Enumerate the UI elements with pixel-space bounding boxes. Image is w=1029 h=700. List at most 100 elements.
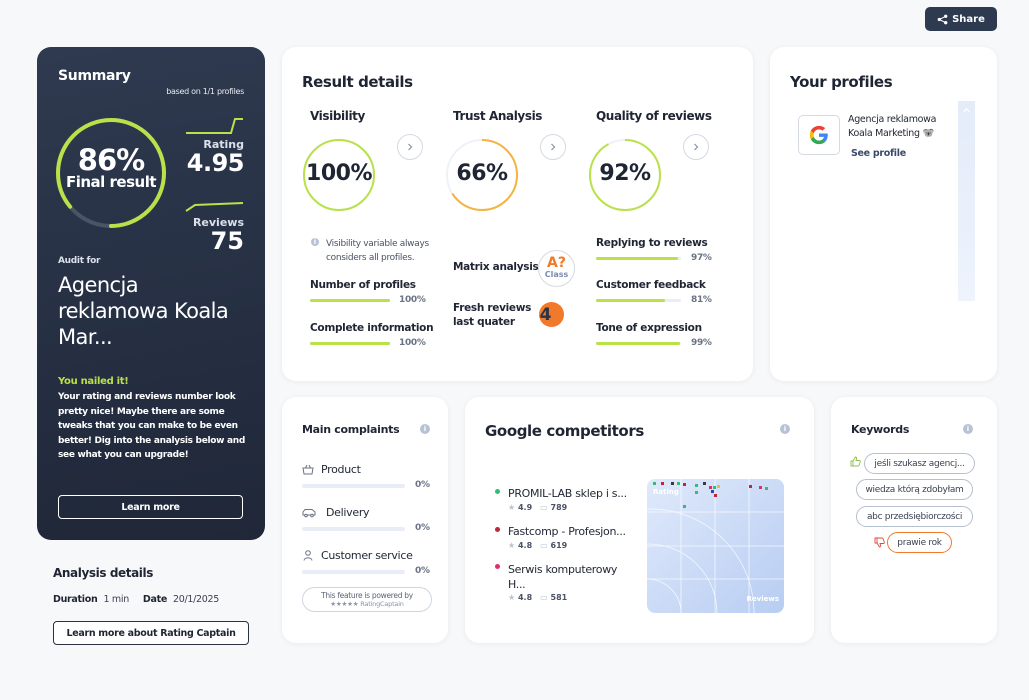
customer-feedback-label: Customer feedback [596, 279, 706, 291]
complete-information-bar [310, 342, 390, 345]
keywords-card: Keywords i jeśli szukasz agencj... wiedz… [831, 397, 997, 643]
keyword-chip-positive[interactable]: jeśli szukasz agencj... [864, 453, 975, 474]
learn-more-button[interactable]: Learn more [58, 495, 243, 519]
reviews-label: Reviews [192, 216, 244, 229]
competitor-dot [495, 564, 500, 569]
replying-label: Replying to reviews [596, 237, 708, 249]
visibility-title: Visibility [310, 109, 365, 123]
competitor-meta: ★ 4.9 ▭ 789 [508, 503, 567, 512]
competitor-reviews: 619 [550, 541, 568, 550]
keyword-chip-positive[interactable]: wiedza którą zdobyłam [856, 479, 973, 500]
share-label: Share [952, 13, 985, 25]
competitor-meta: ★ 4.8 ▭ 619 [508, 541, 567, 550]
quality-gauge [589, 139, 661, 211]
final-result-percent: 86% [77, 143, 145, 177]
complaint-pct: 0% [415, 523, 430, 533]
tone-label: Tone of expression [596, 322, 702, 334]
summary-card: Summary based on 1/1 profiles 86% Final … [37, 47, 265, 540]
info-icon[interactable]: i [963, 424, 973, 434]
visibility-note: Visibility variable always considers all… [326, 239, 429, 263]
date-value: 20/1/2025 [173, 594, 220, 605]
info-icon[interactable]: i [780, 424, 790, 434]
fresh-reviews-value: 4 [539, 302, 564, 327]
duration-value: 1 min [103, 594, 129, 605]
chevron-right-icon [408, 143, 413, 151]
competitor-reviews: 789 [550, 503, 568, 512]
reviews-value: 75 [210, 227, 244, 255]
chevron-right-icon [551, 143, 556, 151]
complaint-pct: 0% [415, 566, 430, 576]
competitor-name: Serwis komputerowy H... [508, 563, 618, 591]
google-competitors-title: Google competitors [485, 422, 644, 440]
visibility-details-button[interactable] [397, 134, 423, 160]
matrix-grade: A? [547, 255, 566, 271]
duration-label: Duration [53, 594, 98, 605]
trust-gauge [446, 139, 518, 211]
google-icon [798, 115, 840, 155]
audited-company-name: Agencja reklamowa Koala Mar... [58, 273, 229, 349]
complaint-bar [302, 527, 405, 531]
final-result-label: Final result [65, 173, 157, 191]
customer-feedback-bar [596, 299, 665, 302]
your-profiles-card: Your profiles Agencja reklamowa Koala Ma… [770, 47, 997, 381]
rating-trend-icon [186, 118, 243, 134]
competitor-reviews: 581 [550, 593, 568, 602]
thumbs-up-icon [850, 456, 861, 467]
comment-icon: ▭ [540, 541, 548, 550]
final-result-gauge [56, 118, 166, 228]
fresh-reviews-label: Fresh reviews last quater [453, 302, 532, 328]
main-complaints-card: Main complaints i Product 0% Delivery 0%… [282, 397, 448, 643]
quality-percent: 92% [599, 161, 651, 186]
result-details-card: Result details Visibility 100% i Visibil… [282, 47, 753, 381]
summary-title: Summary [58, 68, 131, 84]
profile-name: Agencja reklamowa Koala Marketing 🐨 [848, 114, 937, 139]
info-icon: i [311, 238, 319, 246]
share-button[interactable]: Share [925, 7, 997, 31]
competitor-dot [495, 527, 500, 532]
trust-percent: 66% [456, 161, 508, 186]
quality-details-button[interactable] [683, 134, 709, 160]
complaint-bar [302, 570, 405, 574]
competitor-rating: 4.8 [517, 593, 533, 602]
rating-label: Rating [203, 138, 244, 151]
powered-by-badge[interactable]: This feature is powered by ★★★★★ RatingC… [302, 587, 432, 612]
basket-icon [302, 464, 314, 475]
number-of-profiles-bar [310, 299, 390, 302]
chart-x-label: Reviews [746, 595, 779, 603]
complete-information-label: Complete information [310, 322, 434, 334]
visibility-percent: 100% [306, 161, 372, 186]
complaint-label: Product [321, 463, 361, 476]
competitor-map-chart[interactable]: Rating Reviews [647, 479, 784, 613]
matrix-grade-badge: A? Class [538, 250, 575, 287]
your-profiles-title: Your profiles [790, 73, 893, 91]
info-icon[interactable]: i [420, 424, 430, 434]
share-icon [937, 14, 948, 24]
trust-analysis-title: Trust Analysis [453, 109, 543, 123]
rating-value: 4.95 [186, 149, 245, 177]
see-profile-link[interactable]: See profile [851, 148, 906, 159]
matrix-analysis-label: Matrix analysis [453, 261, 539, 273]
number-of-profiles-label: Number of profiles [310, 279, 416, 291]
chevron-right-icon [694, 143, 699, 151]
complaint-pct: 0% [415, 480, 430, 490]
analysis-details-title: Analysis details [53, 566, 153, 580]
based-on-text: based on 1/1 profiles [166, 87, 244, 96]
keywords-title: Keywords [851, 423, 910, 436]
comment-icon: ▭ [540, 593, 548, 602]
keyword-chip-negative[interactable]: prawie rok [887, 532, 952, 553]
complete-information-pct: 100% [399, 338, 426, 348]
car-icon [302, 509, 316, 518]
profiles-scrollbar[interactable] [958, 101, 975, 301]
trust-details-button[interactable] [540, 134, 566, 160]
keyword-chip-positive[interactable]: abc przedsiębiorczości [856, 506, 973, 527]
main-complaints-title: Main complaints [302, 423, 400, 436]
nailed-text: Your rating and reviews number look pret… [58, 392, 246, 460]
quality-of-reviews-title: Quality of reviews [596, 109, 712, 123]
google-competitors-card: Google competitors i PROMIL-LAB sklep i … [465, 397, 814, 643]
learn-more-rating-captain-button[interactable]: Learn more about Rating Captain [53, 621, 249, 645]
complaint-bar [302, 484, 405, 488]
customer-feedback-pct: 81% [691, 295, 712, 305]
date-label: Date [142, 594, 168, 605]
tone-pct: 99% [691, 338, 712, 348]
tone-bar [596, 342, 681, 345]
